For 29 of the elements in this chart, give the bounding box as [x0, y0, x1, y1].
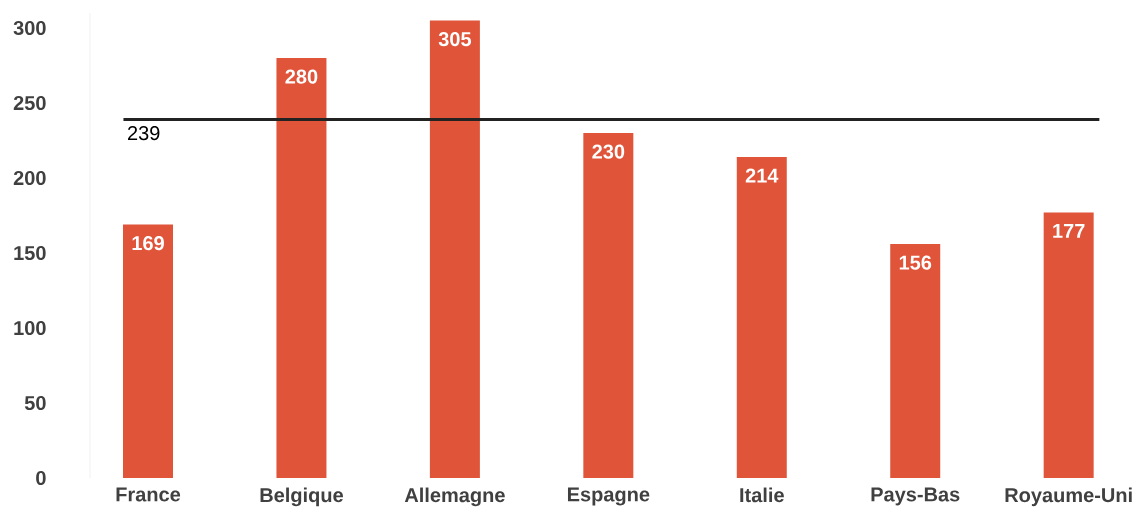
bar — [583, 133, 634, 478]
y-tick-label: 0 — [36, 470, 46, 486]
data-label: 280 — [285, 69, 318, 84]
data-label: 230 — [592, 144, 625, 159]
x-tick-label: Italie — [740, 487, 784, 503]
x-tick-label: Royaume-Uni — [1005, 487, 1132, 507]
bar — [1043, 212, 1094, 478]
data-label: 214 — [745, 168, 779, 183]
x-tick-label: Espagne — [567, 487, 650, 506]
x-tick-label: Allemagne — [404, 487, 505, 507]
data-label: 177 — [1053, 224, 1085, 238]
y-tick-label: 300 — [13, 20, 46, 36]
y-tick-label: 50 — [24, 395, 46, 411]
bar — [890, 244, 941, 478]
data-label: 305 — [438, 32, 472, 47]
x-tick-label: Pays-Bas — [871, 487, 960, 506]
y-tick-label: 100 — [14, 320, 46, 336]
x-tick-label: France — [116, 487, 181, 502]
data-label: 156 — [899, 255, 932, 270]
ref-line-label: 239 — [127, 126, 160, 141]
x-tick-label: Belgique — [260, 487, 344, 507]
data-label: 169 — [132, 236, 164, 251]
y-tick-label: 150 — [14, 245, 46, 261]
y-tick-label: 200 — [13, 170, 46, 186]
bar — [429, 20, 480, 478]
bar — [736, 157, 787, 478]
y-tick-label: 250 — [13, 95, 46, 111]
bar — [276, 57, 327, 478]
bar — [123, 224, 173, 478]
